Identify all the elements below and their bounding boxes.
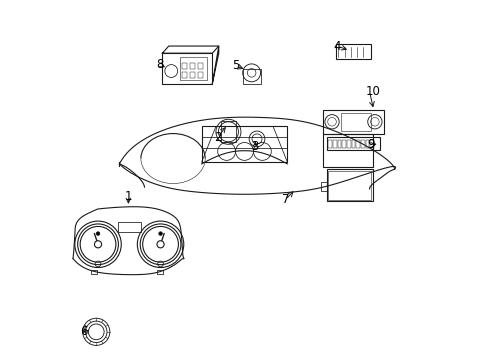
Bar <box>118 222 141 232</box>
Bar <box>332 140 336 148</box>
Bar <box>328 171 370 200</box>
Bar <box>326 137 380 150</box>
Bar <box>197 72 203 78</box>
Bar <box>335 44 370 59</box>
Bar <box>326 169 372 202</box>
Text: 10: 10 <box>365 85 380 98</box>
Circle shape <box>94 241 102 248</box>
Text: 9: 9 <box>367 139 374 152</box>
Bar <box>340 113 370 131</box>
Bar <box>220 121 236 143</box>
Text: 3: 3 <box>251 140 259 153</box>
Bar <box>182 72 187 78</box>
Bar <box>365 140 368 148</box>
Text: 7: 7 <box>281 193 288 206</box>
Text: 6: 6 <box>80 325 87 338</box>
Bar <box>189 72 195 78</box>
Bar <box>323 134 372 167</box>
Text: 2: 2 <box>213 131 221 144</box>
Bar <box>360 140 364 148</box>
Text: 8: 8 <box>157 58 164 72</box>
Bar <box>323 111 383 134</box>
Bar <box>180 57 206 80</box>
Bar <box>356 140 359 148</box>
Bar <box>201 126 287 162</box>
Bar <box>91 270 97 274</box>
Bar <box>369 140 373 148</box>
Text: 5: 5 <box>231 59 239 72</box>
Bar <box>162 53 212 84</box>
Circle shape <box>157 241 164 248</box>
Bar <box>351 140 354 148</box>
Bar <box>321 182 326 191</box>
Bar <box>342 140 345 148</box>
Circle shape <box>159 232 162 235</box>
Bar <box>242 69 260 84</box>
Bar <box>182 63 187 69</box>
Text: 4: 4 <box>333 40 340 53</box>
Circle shape <box>96 232 100 235</box>
Bar <box>197 63 203 69</box>
Text: 1: 1 <box>124 190 132 203</box>
Bar <box>157 270 163 274</box>
Bar <box>346 140 350 148</box>
Bar <box>337 140 341 148</box>
Bar <box>189 63 195 69</box>
Bar <box>328 140 331 148</box>
